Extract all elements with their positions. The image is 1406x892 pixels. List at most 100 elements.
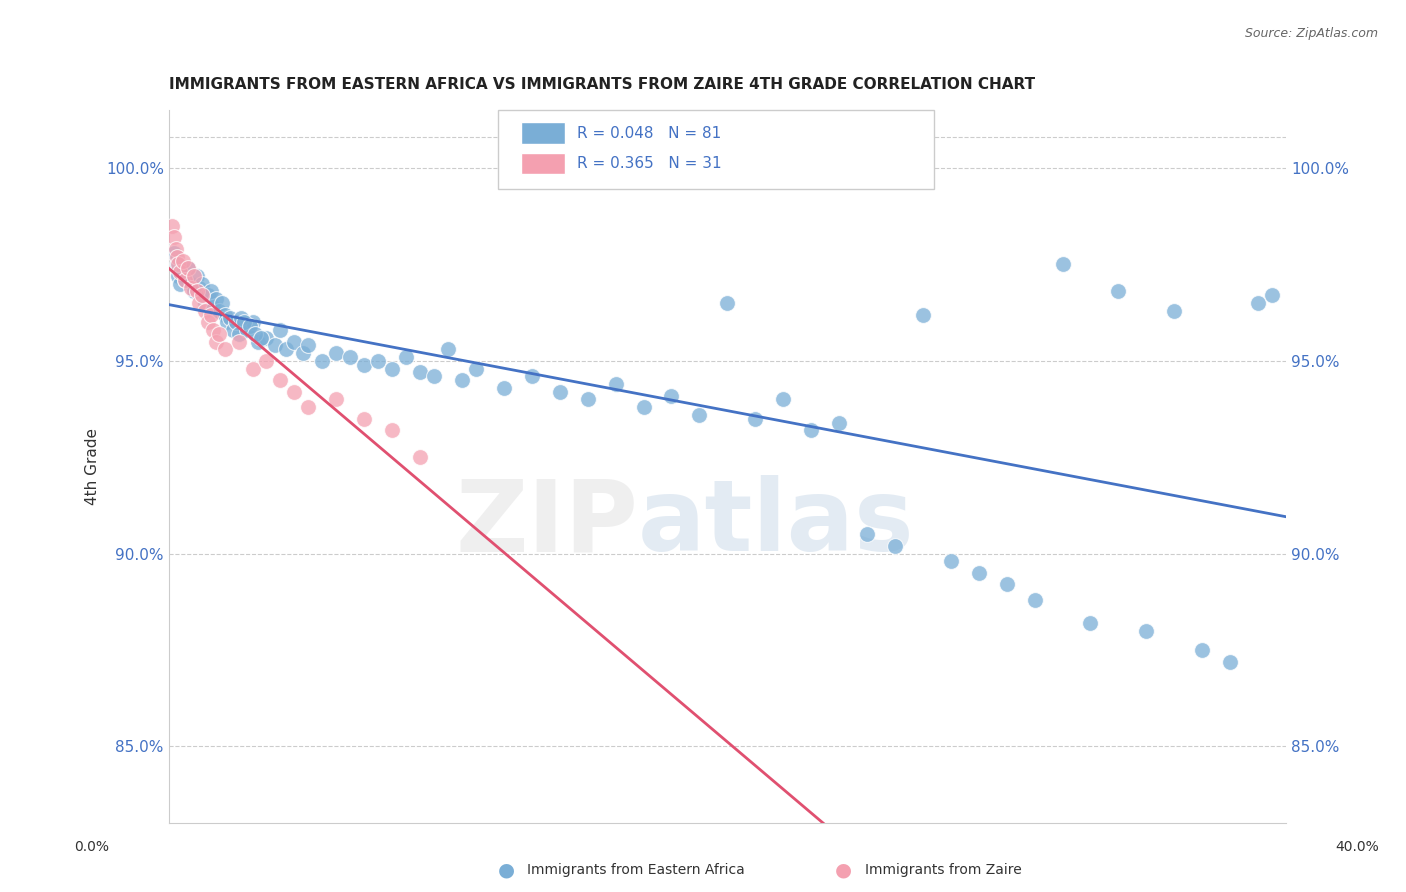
Point <box>194 303 217 318</box>
FancyBboxPatch shape <box>498 111 934 189</box>
Point <box>967 566 990 580</box>
Point <box>381 423 404 437</box>
Point <box>177 261 200 276</box>
Point <box>167 258 190 272</box>
Text: Immigrants from Eastern Africa: Immigrants from Eastern Africa <box>527 863 745 877</box>
Point <box>1191 643 1213 657</box>
Point <box>200 285 222 299</box>
Point <box>995 577 1018 591</box>
Point <box>1107 285 1129 299</box>
Point <box>208 326 231 341</box>
Point <box>233 315 256 329</box>
Point <box>297 338 319 352</box>
Point <box>325 346 347 360</box>
Point <box>194 296 217 310</box>
Point <box>291 346 314 360</box>
Point <box>186 285 208 299</box>
Point <box>245 326 267 341</box>
Point <box>1080 615 1102 630</box>
Point <box>217 315 239 329</box>
Point <box>202 300 225 314</box>
Text: R = 0.365   N = 31: R = 0.365 N = 31 <box>576 156 721 171</box>
Text: R = 0.048   N = 81: R = 0.048 N = 81 <box>576 126 721 141</box>
Point <box>200 308 222 322</box>
Point <box>191 288 214 302</box>
Point <box>180 280 202 294</box>
Point <box>180 277 202 291</box>
Point <box>263 338 285 352</box>
Point <box>211 296 233 310</box>
Point <box>242 361 264 376</box>
Text: Source: ZipAtlas.com: Source: ZipAtlas.com <box>1244 27 1378 40</box>
Point <box>828 416 851 430</box>
Point <box>274 343 297 357</box>
Point <box>225 315 247 329</box>
Point <box>177 261 200 276</box>
Point <box>353 358 375 372</box>
Point <box>409 366 432 380</box>
Point <box>186 268 208 283</box>
Point <box>163 230 186 244</box>
Point <box>239 319 262 334</box>
Point <box>231 311 253 326</box>
Point <box>219 311 242 326</box>
Point <box>856 527 879 541</box>
Point <box>166 250 188 264</box>
Point <box>661 388 683 402</box>
Point <box>222 323 245 337</box>
Point <box>367 354 389 368</box>
Text: 40.0%: 40.0% <box>1334 840 1379 855</box>
Point <box>1261 288 1284 302</box>
Point <box>174 273 197 287</box>
Point <box>939 554 962 568</box>
Point <box>325 392 347 407</box>
Point <box>297 400 319 414</box>
Point <box>247 334 270 349</box>
Point <box>163 246 186 260</box>
Text: 0.0%: 0.0% <box>75 840 108 855</box>
Point <box>605 376 627 391</box>
Point <box>214 343 236 357</box>
Point <box>772 392 794 407</box>
Point <box>242 315 264 329</box>
Point <box>1052 258 1074 272</box>
Point <box>174 273 197 287</box>
Point <box>884 539 907 553</box>
Text: ●: ● <box>835 860 852 880</box>
Text: Immigrants from Zaire: Immigrants from Zaire <box>865 863 1021 877</box>
Point <box>214 308 236 322</box>
Point <box>205 334 228 349</box>
Point <box>1247 296 1270 310</box>
Point <box>1163 303 1185 318</box>
Point <box>228 334 250 349</box>
Point <box>166 258 188 272</box>
Text: ●: ● <box>498 860 515 880</box>
Point <box>250 331 273 345</box>
Point <box>688 408 710 422</box>
Point <box>191 277 214 291</box>
Bar <box>520 122 565 144</box>
Point <box>381 361 404 376</box>
Text: ZIP: ZIP <box>456 475 638 573</box>
Point <box>208 303 231 318</box>
Point <box>197 315 219 329</box>
Point <box>256 354 278 368</box>
Point <box>395 350 418 364</box>
Point <box>160 219 183 233</box>
Point <box>283 334 305 349</box>
Text: atlas: atlas <box>638 475 914 573</box>
Point <box>548 384 571 399</box>
Point <box>236 323 259 337</box>
Point <box>188 280 211 294</box>
Point <box>451 373 474 387</box>
Point <box>423 369 446 384</box>
Point <box>197 288 219 302</box>
Point <box>800 423 823 437</box>
Point <box>744 411 766 425</box>
Point <box>167 268 190 283</box>
Point <box>202 323 225 337</box>
Point <box>228 326 250 341</box>
Point <box>165 242 187 256</box>
Point <box>716 296 738 310</box>
Text: IMMIGRANTS FROM EASTERN AFRICA VS IMMIGRANTS FROM ZAIRE 4TH GRADE CORRELATION CH: IMMIGRANTS FROM EASTERN AFRICA VS IMMIGR… <box>169 78 1035 93</box>
